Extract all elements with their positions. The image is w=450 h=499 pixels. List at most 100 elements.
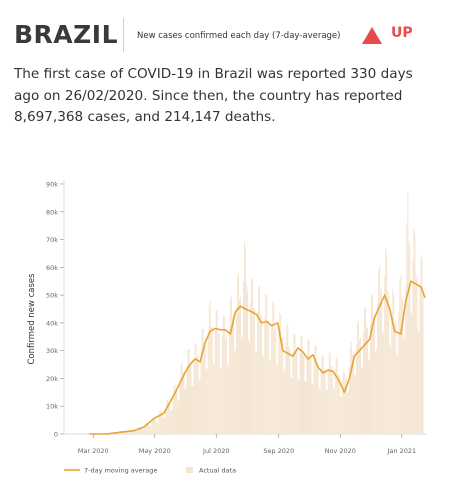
actual-data-bar <box>168 403 170 434</box>
x-tick-label: Sep 2020 <box>263 447 294 455</box>
actual-data-bar <box>330 366 332 434</box>
actual-data-bar <box>160 409 162 434</box>
actual-data-bar <box>214 330 216 434</box>
actual-data-bar <box>266 295 268 434</box>
actual-data-bar <box>215 309 217 434</box>
actual-data-bar <box>307 339 309 434</box>
actual-data-bar <box>169 401 171 434</box>
actual-data-bar <box>265 294 267 434</box>
actual-data-bar <box>120 432 122 434</box>
actual-data-bar <box>264 318 266 434</box>
y-tick-label: 20k <box>46 375 58 383</box>
actual-data-bar <box>409 245 411 434</box>
actual-data-bar <box>393 294 395 434</box>
actual-data-bar <box>402 296 404 434</box>
actual-data-bar <box>376 349 378 434</box>
actual-data-bar <box>185 388 187 434</box>
actual-data-bar <box>203 344 205 434</box>
y-tick-label: 10k <box>46 403 58 411</box>
actual-data-bar <box>197 355 199 434</box>
actual-data-bar <box>208 305 210 434</box>
actual-data-bar <box>182 373 184 434</box>
actual-data-bar <box>130 431 132 434</box>
actual-data-bar <box>159 411 161 434</box>
actual-data-bar <box>217 333 219 434</box>
actual-data-bar <box>339 395 341 434</box>
actual-data-bar <box>287 325 289 434</box>
y-tick-label: 90k <box>46 181 58 189</box>
actual-data-bar <box>326 390 328 434</box>
actual-data-bar <box>315 346 317 434</box>
actual-data-bar <box>295 352 297 434</box>
actual-data-bar <box>193 361 195 434</box>
actual-data-bar <box>312 383 314 434</box>
actual-data-bar <box>422 292 424 434</box>
actual-data-bar <box>234 349 236 434</box>
actual-data-bar <box>114 433 116 434</box>
actual-data-bar <box>154 420 156 434</box>
actual-data-bar <box>296 352 298 434</box>
actual-data-bar <box>303 354 305 434</box>
actual-data-bar <box>129 432 131 434</box>
actual-data-bar <box>358 339 360 434</box>
actual-data-bar <box>248 339 250 434</box>
actual-data-bar <box>340 397 342 434</box>
actual-data-bar <box>225 335 227 434</box>
x-tick-label: Nov 2020 <box>325 447 356 455</box>
x-tick-label: Jan 2021 <box>386 447 416 455</box>
actual-data-bar <box>161 413 163 434</box>
actual-data-bar <box>399 279 401 434</box>
actual-data-bar <box>371 295 373 434</box>
actual-data-bar <box>293 334 295 434</box>
actual-data-bar <box>173 386 175 434</box>
actual-data-bar <box>386 254 388 434</box>
actual-data-bar <box>151 422 153 434</box>
actual-data-bar <box>359 337 361 434</box>
actual-data-bar <box>396 355 398 434</box>
actual-data-bar <box>277 365 279 434</box>
actual-data-bar <box>384 276 386 434</box>
actual-data-bar <box>190 363 192 434</box>
actual-data-bar <box>179 380 181 434</box>
actual-data-bar <box>258 286 260 434</box>
actual-data-bar <box>231 317 233 434</box>
actual-data-bar <box>415 274 417 434</box>
actual-data-bar <box>421 258 423 434</box>
actual-data-bar <box>410 310 412 434</box>
actual-data-bar <box>121 432 123 434</box>
x-tick-label: Mar 2020 <box>78 447 109 455</box>
actual-data-bar <box>288 346 290 434</box>
actual-data-bar <box>413 227 415 434</box>
actual-data-bar <box>196 357 198 434</box>
actual-data-bar <box>360 368 362 434</box>
actual-data-bar <box>188 348 190 434</box>
actual-data-bar <box>192 385 194 434</box>
actual-data-bar <box>285 342 287 434</box>
actual-data-bar <box>338 375 340 434</box>
actual-data-bar <box>336 358 338 434</box>
actual-data-bar <box>170 411 172 434</box>
actual-data-bar <box>382 333 384 434</box>
actual-data-bar <box>350 341 352 434</box>
actual-data-bar <box>145 424 147 434</box>
actual-data-bar <box>283 370 285 434</box>
actual-data-bar <box>349 346 351 434</box>
actual-data-bar <box>271 324 273 434</box>
actual-data-bar <box>207 331 209 434</box>
actual-data-bar <box>346 393 348 434</box>
actual-data-bar <box>256 351 258 434</box>
actual-data-bar <box>236 275 238 434</box>
actual-data-bar <box>250 302 252 434</box>
actual-data-bar <box>370 321 372 434</box>
actual-data-bar <box>240 338 242 434</box>
actual-data-bar <box>314 345 316 434</box>
actual-data-bar <box>219 367 221 434</box>
actual-data-bar <box>281 337 283 434</box>
actual-data-bar <box>405 285 407 434</box>
actual-data-bar <box>316 363 318 434</box>
actual-data-bar <box>211 326 213 434</box>
actual-data-bar <box>249 342 251 434</box>
actual-data-bar <box>186 365 188 434</box>
actual-data-bar <box>380 292 382 434</box>
actual-data-bar <box>417 330 419 434</box>
